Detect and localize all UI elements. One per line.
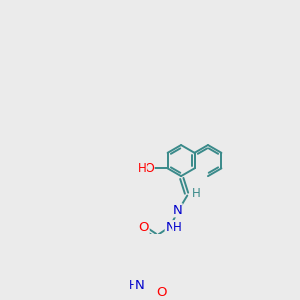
Text: H: H (173, 221, 182, 234)
Text: N: N (134, 279, 144, 292)
Text: O: O (156, 286, 167, 299)
Text: H: H (191, 188, 200, 200)
Text: N: N (172, 204, 182, 217)
Text: O: O (139, 221, 149, 234)
Text: H: H (128, 279, 137, 292)
Text: H: H (138, 162, 146, 175)
Text: O: O (144, 162, 154, 175)
Text: N: N (165, 221, 175, 234)
